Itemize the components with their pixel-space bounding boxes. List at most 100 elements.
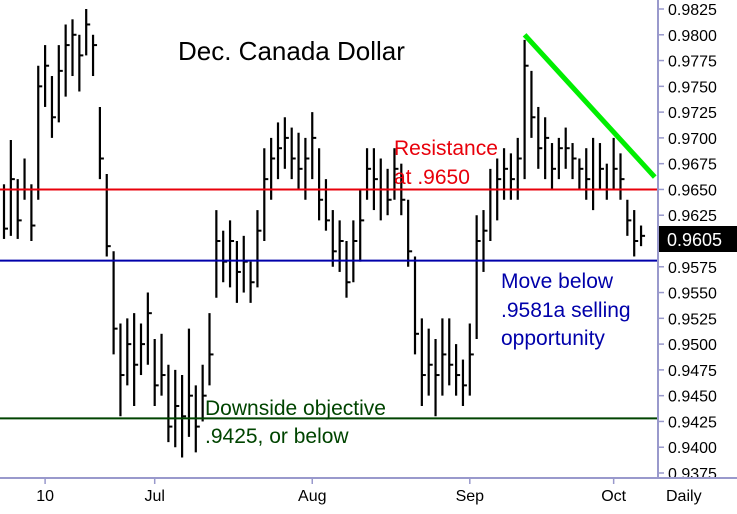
price-bar [43, 45, 50, 107]
y-tick-label: 0.9825 [668, 2, 717, 19]
price-bar [64, 24, 70, 97]
y-tick-label: 0.9675 [668, 157, 717, 174]
support-label: Move below .9581a selling opportunity [501, 270, 636, 350]
price-bar [85, 9, 91, 56]
price-bar [386, 168, 392, 216]
price-bar [297, 132, 303, 190]
price-bar [324, 179, 330, 231]
price-bar [222, 230, 228, 283]
price-bar [585, 148, 591, 200]
price-bar [448, 318, 454, 386]
y-tick-label: 0.9725 [668, 105, 717, 122]
price-bar [98, 106, 104, 180]
y-tick-label: 0.9525 [668, 311, 717, 328]
y-tick-label: 0.9550 [668, 286, 717, 303]
price-bar [427, 328, 433, 396]
x-tick-label: Jul [144, 488, 164, 505]
last-price-box [659, 226, 737, 252]
last-price-label: 0.9605 [667, 230, 722, 250]
price-bar [71, 19, 77, 77]
price-bar [311, 112, 317, 180]
price-bar [578, 158, 584, 190]
y-tick-label: 0.9450 [668, 389, 717, 406]
y-tick-label: 0.9475 [668, 363, 717, 380]
plot-background [0, 0, 657, 478]
price-bar [174, 369, 180, 448]
price-bar [434, 338, 440, 417]
price-bar [475, 215, 481, 339]
price-bar [544, 117, 550, 180]
price-bar [502, 148, 509, 200]
price-bar [57, 45, 63, 123]
price-bar [263, 148, 269, 241]
annotation-lines [0, 188, 657, 420]
price-bar [633, 210, 639, 257]
price-bar [550, 143, 556, 190]
price-bar [523, 39, 529, 180]
price-bar [215, 210, 221, 298]
price-bar [201, 364, 207, 422]
x-tick-label: 10 [36, 488, 54, 505]
price-bar [352, 220, 358, 283]
y-tick-label: 0.9500 [668, 337, 717, 354]
price-bar [146, 292, 152, 365]
price-bar [619, 153, 625, 200]
y-tick-label: 0.9425 [668, 414, 717, 431]
price-bar [78, 34, 84, 92]
y-tick-label: 0.9400 [668, 440, 717, 457]
price-bar [91, 34, 98, 77]
y-tick-label: 0.9800 [668, 28, 717, 45]
downtrend-line [522, 33, 657, 179]
price-bar [105, 173, 111, 257]
y-tick-label: 0.9750 [668, 79, 717, 96]
price-bar [331, 210, 337, 267]
price-bar [119, 323, 125, 417]
price-bar [407, 199, 413, 267]
price-bar [290, 127, 296, 180]
x-tick-label: Aug [298, 488, 326, 505]
price-bar [612, 137, 618, 190]
price-bar [598, 143, 604, 190]
price-bar [9, 139, 15, 236]
price-bar [345, 241, 351, 298]
price-bar [30, 184, 36, 241]
price-bar [112, 251, 118, 355]
price-bar [126, 318, 132, 386]
price-bar [564, 127, 570, 169]
price-bar [50, 76, 56, 138]
x-tick-label: Oct [601, 488, 626, 505]
price-bar [626, 199, 632, 236]
y-tick-label: 0.9775 [668, 54, 717, 71]
price-bar [338, 220, 344, 272]
objective-label: Downside objective .9425, or below [205, 397, 392, 448]
price-bar [413, 256, 419, 355]
price-bar [153, 338, 159, 406]
price-bar [235, 241, 241, 303]
price-bar [639, 225, 646, 247]
price-bar [509, 153, 515, 200]
price-bar [160, 333, 166, 396]
price-bar [393, 148, 399, 200]
last-price-marker: 0.9605 [659, 226, 737, 252]
price-bar [420, 318, 426, 406]
chart-title: Dec. Canada Dollar [178, 36, 405, 66]
price-bar [181, 375, 187, 458]
price-bar [482, 210, 488, 272]
price-bar [372, 148, 378, 211]
price-bar [441, 318, 447, 396]
price-bar [461, 359, 467, 406]
price-bar [455, 344, 461, 396]
price-bar [530, 70, 536, 138]
y-tick-label: 0.9575 [668, 260, 717, 277]
y-tick-label: 0.9625 [668, 208, 717, 225]
period-label: Daily [666, 488, 702, 505]
x-axis: 10 Jul Aug Sep Oct Daily [0, 477, 737, 505]
price-bar [167, 364, 173, 443]
y-tick-label: 0.9650 [668, 182, 717, 199]
price-bar [318, 148, 324, 221]
price-bar [37, 65, 43, 200]
price-bar [359, 189, 365, 262]
y-tick-label: 0.9700 [668, 131, 717, 148]
y-tick-label: 0.9375 [668, 466, 717, 483]
